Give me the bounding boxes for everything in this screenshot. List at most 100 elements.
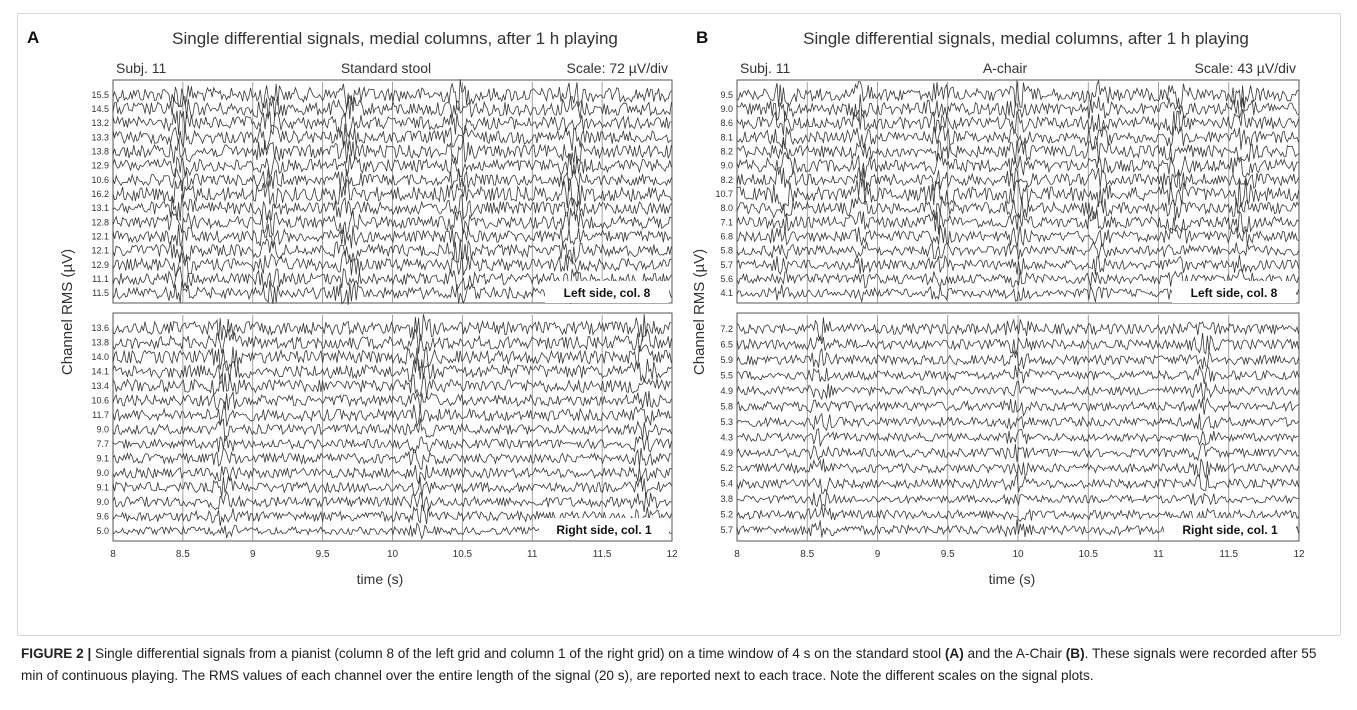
panel-a-scale: Scale: 72 µV/div — [567, 60, 668, 76]
panel-a-top-trace — [112, 237, 672, 265]
panel-b-top-trace — [736, 151, 1299, 180]
panel-b-top-trace — [736, 268, 1299, 289]
caption-text-1: Single differential signals from a piani… — [91, 646, 945, 661]
panel-b-tick-label: 8 — [734, 549, 740, 560]
panel-b-bottom-rms-label: 5.7 — [720, 525, 733, 535]
panel-a-tick-label: 12 — [666, 549, 678, 560]
panel-b-top-rms-label: 8.0 — [720, 203, 733, 213]
panel-a-condition: Standard stool — [341, 60, 431, 76]
panel-b-bottom-trace — [736, 412, 1299, 432]
panel-a-bottom-rms-label: 7.7 — [96, 439, 109, 449]
panel-b-bottom-rms-label: 5.8 — [720, 401, 733, 411]
panel-a-top-rms-label: 13.2 — [91, 118, 109, 128]
panel-b-top-trace — [736, 254, 1299, 275]
panel-b-bottom-rms-label: 5.5 — [720, 370, 733, 380]
panel-b-top-rms-label: 9.0 — [720, 104, 733, 114]
panel-a-top-rms-label: 14.5 — [91, 104, 109, 114]
panel-b-bottom-rms-label: 5.4 — [720, 479, 733, 489]
panel-b-bottom-trace — [736, 332, 1299, 355]
panel-b-bottom-label-bg — [1164, 518, 1296, 540]
panel-b-tick-label: 11.5 — [1219, 549, 1238, 560]
panel-b-top-rms-label: 8.1 — [720, 132, 733, 142]
panel-a-top-rms-label: 13.1 — [91, 203, 109, 213]
panel-a-top-trace — [112, 153, 672, 179]
panel-a-bottom-rms-label: 10.6 — [91, 396, 109, 406]
panel-a-bottom-rms-label: 5.0 — [96, 526, 109, 536]
panel-a-top-rms-label: 13.8 — [91, 146, 109, 156]
panel-b-bottom-rms-label: 5.9 — [720, 355, 733, 365]
panel-a-bottom-trace — [112, 401, 672, 428]
panel-a-top-rms-label: 12.8 — [91, 217, 109, 227]
panel-b-top-rms-label: 8.6 — [720, 118, 733, 128]
panel-b-top-rms-label: 7.1 — [720, 217, 733, 227]
panel-a-bottom-trace — [112, 357, 672, 385]
panel-b-bottom-rms-label: 3.8 — [720, 494, 733, 504]
panel-b-ylabel: Channel RMS (µV) — [691, 249, 708, 375]
panel-a-bottom-trace — [112, 490, 672, 513]
panel-a-bottom-traces: 13.6 13.8 14.0 14.1 13.4 10.6 11.7 9.0 7.7 9.1 9.0… — [91, 314, 672, 541]
panel-a-bottom-trace — [112, 504, 672, 527]
panel-b-top-rms-label: 5.6 — [720, 274, 733, 284]
panel-b-tick-label: 10.5 — [1079, 549, 1099, 560]
panel-b-letter: B — [696, 28, 708, 47]
panel-a-ylabel: Channel RMS (µV) — [59, 249, 76, 375]
panel-a-top-rms-label: 15.5 — [91, 90, 109, 100]
panel-b-tick-label: 9 — [875, 549, 881, 560]
panel-a-top-rms-label: 12.9 — [91, 161, 109, 171]
panel-b-tick-label: 12 — [1293, 549, 1305, 560]
panel-a-bottom-rms-label: 13.8 — [91, 338, 109, 348]
panel-b-top-trace — [736, 241, 1299, 260]
panel-b-top-rms-label: 5.7 — [720, 260, 733, 270]
panel-b-bottom-traces: 7.2 6.5 5.9 5.5 4.9 5.8 5.3 4.3 4.9 5.2 5.4 3.8 5.2 5… — [720, 315, 1299, 541]
panel-a-letter: A — [27, 28, 39, 47]
panel-a-top-label-bg — [545, 281, 669, 303]
panel-a-bottom-rms-label: 13.6 — [91, 323, 109, 333]
panel-b-bottom-trace — [736, 472, 1299, 494]
panel-b-top-trace — [736, 224, 1299, 248]
panel-b-top-rms-label: 8.2 — [720, 175, 733, 185]
panel-b-bottom-rms-label: 4.9 — [720, 448, 733, 458]
panel-b-tick-label: 9.5 — [941, 549, 955, 560]
panel-a-bottom-rms-label: 9.0 — [96, 424, 109, 434]
panel-b-bottom-rms-label: 4.3 — [720, 432, 733, 442]
panel-b-bottom-trace — [736, 317, 1299, 341]
panel-a-tick-label: 9.5 — [316, 549, 330, 560]
panel-b-bottom-rms-label: 5.2 — [720, 510, 733, 520]
panel-b-top-rms-label: 9.5 — [720, 90, 733, 100]
panel-a-bottom-trace — [112, 417, 672, 442]
panel-a-bottom-rms-label: 9.0 — [96, 497, 109, 507]
panel-b-bottom-trace — [736, 505, 1299, 525]
panel-b-bottom-label: Right side, col. 1 — [1182, 523, 1278, 537]
panel-a-bottom-trace — [112, 390, 672, 412]
panel-b-top-rms-label: 10.7 — [715, 189, 733, 199]
panel-b-bottom-rms-label: 6.5 — [720, 339, 733, 349]
panel-a-top-rms-label: 16.2 — [91, 189, 109, 199]
caption-ref-b: (B) — [1065, 646, 1085, 661]
panel-a-top-rms-label: 11.5 — [92, 288, 109, 298]
panel-b-tick-label: 8.5 — [800, 549, 814, 560]
panel-a-tick-label: 10.5 — [453, 549, 473, 560]
panel-a-top-trace — [112, 265, 672, 292]
panel-b-x-ticks: 8 8.5 9 9.5 10 10.5 11 11.5 12 — [734, 549, 1305, 560]
panel-a-bottom-label-bg — [539, 518, 669, 540]
panel-b-subject: Subj. 11 — [740, 60, 791, 76]
panel-b-bottom-trace — [736, 364, 1299, 385]
panel-a-top-trace — [112, 138, 672, 165]
panel-b-bottom-rms-label: 5.2 — [720, 463, 733, 473]
panel-b-top-rms-label: 4.1 — [720, 288, 733, 298]
panel-b-tick-label: 10 — [1012, 549, 1024, 560]
panel-b-top-rms-label: 6.8 — [720, 231, 733, 241]
panel-a-bottom-trace — [112, 435, 672, 454]
panel-b-top-rms-label: 5.8 — [720, 246, 733, 256]
panel-b-bottom-trace — [736, 381, 1299, 402]
panel-a-top-trace — [112, 177, 672, 210]
panel-b-top-trace — [736, 209, 1299, 235]
panel-a-top-trace — [112, 110, 672, 138]
panel-a-top-trace — [112, 250, 672, 277]
panel-b-top-trace — [736, 125, 1299, 150]
panel-b-top-trace — [736, 139, 1299, 164]
panel-b-top-trace — [736, 177, 1299, 210]
panel-a-tick-label: 11.5 — [593, 549, 612, 560]
caption-label: FIGURE 2 | — [21, 646, 92, 661]
panel-b-bottom-trace — [736, 491, 1299, 508]
